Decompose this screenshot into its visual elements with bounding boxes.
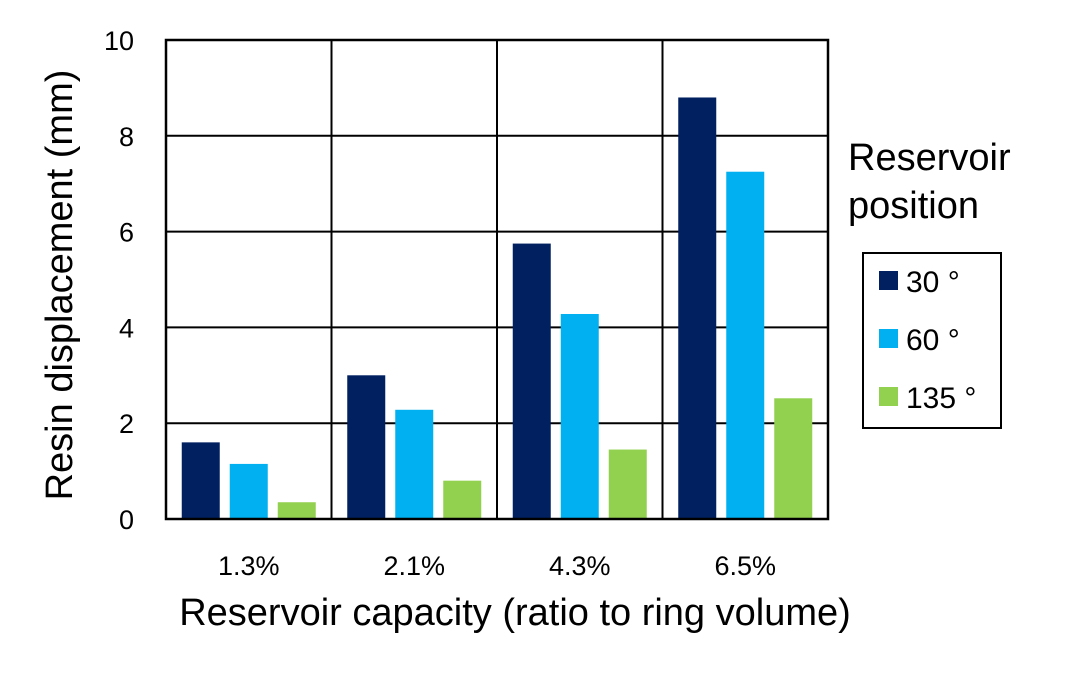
y-axis-ticks: 0 2 4 6 8 10 (104, 26, 134, 535)
x-tick-label: 2.1% (383, 551, 445, 581)
bar (229, 463, 268, 519)
plot-area-frame (164, 38, 830, 521)
legend-swatch (879, 329, 898, 348)
y-tick-label: 10 (104, 26, 134, 56)
bar (395, 409, 434, 519)
legend-label: 135 ° (906, 382, 976, 415)
y-tick-label: 2 (119, 409, 134, 439)
bar (726, 171, 765, 519)
bar (608, 449, 647, 519)
bars (181, 97, 813, 519)
x-axis-title: Reservoir capacity (ratio to ring volume… (179, 592, 851, 634)
bar (181, 442, 220, 519)
bar (678, 97, 717, 519)
x-axis-ticks: 1.3% 2.1% 4.3% 6.5% (218, 551, 776, 581)
bar (512, 243, 551, 519)
y-axis-title: Resin displacement (mm) (39, 70, 81, 501)
legend-swatch (879, 271, 898, 290)
legend-swatch (879, 387, 898, 406)
y-tick-label: 0 (119, 505, 134, 535)
x-tick-label: 4.3% (549, 551, 611, 581)
legend-title-line2: position (848, 185, 979, 227)
bar (560, 313, 599, 519)
legend-label: 30 ° (906, 266, 960, 299)
x-tick-label: 1.3% (218, 551, 280, 581)
y-tick-label: 6 (119, 218, 134, 248)
y-tick-label: 8 (119, 122, 134, 152)
bar (774, 398, 813, 519)
legend: 30 ° 60 ° 135 ° (862, 252, 1002, 429)
bar (443, 480, 482, 519)
bar (347, 375, 386, 519)
x-tick-label: 6.5% (714, 551, 776, 581)
legend-label: 60 ° (906, 324, 960, 357)
y-tick-label: 4 (119, 313, 134, 343)
bar (277, 502, 316, 519)
legend-title-line1: Reservoir (848, 137, 1011, 179)
